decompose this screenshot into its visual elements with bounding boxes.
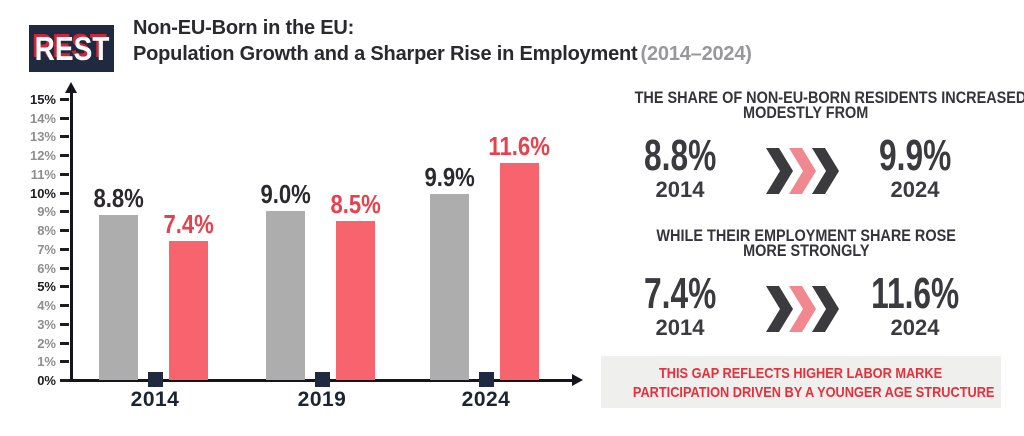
stat-from: 8.8% 2014: [610, 134, 750, 201]
x-axis-year-label: 2019: [297, 388, 347, 411]
y-tick-mark: [60, 154, 69, 157]
bar-value-label: 8.5%: [316, 189, 396, 219]
bar-value-text: 9.9%: [424, 162, 475, 193]
y-tick-label: 5%: [37, 279, 56, 295]
bar-value-label: 9.9%: [410, 162, 490, 192]
bar-value-label: 9.0%: [246, 179, 326, 209]
bar-value-label: 7.4%: [149, 209, 229, 239]
title-line-1: Non-EU-Born in the EU:: [133, 17, 355, 39]
y-tick-label: 14%: [29, 110, 56, 126]
y-tick-label: 6%: [37, 260, 56, 276]
bar-value-text: 8.8%: [93, 183, 144, 213]
y-tick-mark: [60, 285, 69, 289]
stat-to: 11.6% 2024: [845, 272, 985, 339]
stat-from-value: 8.8%: [643, 131, 717, 180]
stat-to: 9.9% 2024: [845, 134, 985, 201]
y-tick-label: 9%: [37, 204, 56, 220]
bar-population-share-2024: [430, 194, 469, 380]
y-tick-mark: [60, 229, 69, 232]
y-tick-label: 8%: [37, 223, 56, 238]
triple-chevron-icon: [766, 286, 839, 332]
y-tick-label: 12%: [29, 148, 56, 163]
bar-value-text: 9.0%: [260, 179, 311, 210]
y-tick-mark: [60, 116, 69, 120]
x-axis-year-label: 2024: [461, 388, 511, 411]
footnote-line-2: PARTICIPATION DRIVEN BY A YOUNGER AGE ST…: [632, 384, 995, 401]
y-tick-mark: [60, 360, 69, 364]
stat-from-year: 2014: [655, 177, 705, 202]
insight-heading: WHILE THEIR EMPLOYMENT SHARE ROSE MORE S…: [600, 226, 1012, 260]
x-axis-marker: [147, 372, 163, 387]
title-period: (2014–2024): [640, 43, 752, 65]
y-tick-mark: [60, 172, 69, 176]
y-tick-mark: [60, 341, 69, 345]
y-axis-arrow-icon: [65, 82, 77, 93]
bar-value-text: 11.6%: [488, 130, 551, 161]
y-tick-label: 2%: [37, 335, 56, 351]
bar-employment-share-2019: [336, 220, 375, 380]
stat-from: 7.4% 2014: [610, 272, 750, 339]
footnote-box: THIS GAP REFLECTS HIGHER LABOR MARKE PAR…: [601, 356, 1001, 408]
y-tick-label: 11%: [30, 166, 56, 182]
y-tick-label: 1%: [37, 354, 56, 370]
y-tick-mark: [60, 135, 69, 139]
insight-heading-line-1: WHILE THEIR EMPLOYMENT SHARE ROSE: [656, 226, 956, 245]
y-axis-line: [70, 92, 73, 381]
y-tick-label: 13%: [29, 129, 56, 145]
bar-employment-share-2024: [500, 162, 539, 380]
x-axis-marker: [314, 372, 330, 387]
y-tick-label: 0%: [37, 373, 56, 388]
title-line-2: Population Growth and a Sharper Rise in …: [133, 41, 752, 67]
bar-value-text: 8.5%: [330, 188, 381, 219]
y-tick-label: 7%: [37, 241, 56, 257]
y-tick-mark: [60, 210, 69, 214]
brand-logo-text: REST: [34, 30, 109, 67]
bar-population-share-2019: [266, 211, 305, 380]
insight-heading: THE SHARE OF NON-EU-BORN RESIDENTS INCRE…: [600, 89, 1024, 122]
y-tick-label: 10%: [29, 185, 56, 201]
insight-employment: WHILE THEIR EMPLOYMENT SHARE ROSE MORE S…: [600, 226, 1012, 348]
bar-value-text: 7.4%: [163, 209, 214, 240]
insight-population: THE SHARE OF NON-EU-BORN RESIDENTS INCRE…: [600, 89, 1024, 210]
title-line-2-text: Population Growth and a Sharper Rise in …: [133, 43, 638, 65]
y-tick-label: 3%: [37, 316, 56, 332]
bar-employment-share-2014: [169, 241, 208, 380]
insight-heading-line-2: MODESTLY FROM: [743, 103, 869, 122]
triple-chevron-icon: [766, 148, 839, 194]
x-axis-marker: [478, 372, 494, 387]
y-tick-mark: [60, 191, 69, 195]
y-tick-mark: [60, 97, 69, 101]
y-tick-label: 4%: [37, 298, 56, 313]
y-tick-label: 15%: [29, 91, 56, 107]
brand-logo: REST: [29, 25, 114, 72]
insight-heading-line-2: MORE STRONGLY: [742, 241, 870, 260]
y-tick-mark: [60, 266, 69, 270]
footnote-line-1: THIS GAP REFLECTS HIGHER LABOR MARKE: [659, 365, 943, 382]
stat-to-value: 9.9%: [878, 131, 952, 180]
y-tick-mark: [60, 247, 69, 251]
insight-heading-line-1: THE SHARE OF NON-EU-BORN RESIDENTS INCRE…: [634, 88, 1024, 107]
stat-from-value: 7.4%: [643, 269, 717, 318]
x-axis-year-label: 2014: [130, 388, 180, 411]
y-tick-mark: [60, 379, 69, 382]
bar-population-share-2014: [99, 215, 138, 380]
stat-to-value: 11.6%: [870, 269, 960, 318]
stat-from-year: 2014: [655, 315, 705, 340]
bar-value-label: 8.8%: [79, 183, 159, 213]
y-tick-mark: [60, 322, 69, 326]
bar-value-label: 11.6%: [480, 131, 560, 161]
page-title: Non-EU-Born in the EU: Population Growth…: [133, 15, 752, 67]
x-axis-arrow-icon: [572, 374, 583, 386]
y-tick-mark: [60, 304, 69, 307]
stat-to-year: 2024: [890, 177, 940, 202]
stat-to-year: 2024: [890, 315, 940, 340]
